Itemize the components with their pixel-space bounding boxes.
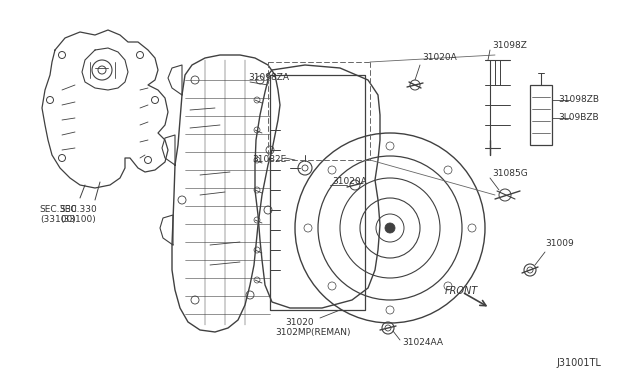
Text: (33100): (33100) bbox=[40, 215, 76, 224]
Circle shape bbox=[385, 223, 395, 233]
Bar bbox=[530, 85, 552, 145]
Text: (33100): (33100) bbox=[60, 215, 96, 224]
Text: 31098ZA: 31098ZA bbox=[248, 74, 289, 83]
Text: J31001TL: J31001TL bbox=[556, 358, 601, 368]
Text: 3L09BZB: 3L09BZB bbox=[558, 113, 598, 122]
Text: 31020: 31020 bbox=[285, 318, 314, 327]
Text: 31020A: 31020A bbox=[332, 177, 367, 186]
Text: 31082E: 31082E bbox=[252, 155, 286, 164]
Text: 31098ZB: 31098ZB bbox=[558, 96, 599, 105]
Text: SEC.330: SEC.330 bbox=[39, 205, 77, 214]
Text: 31024AA: 31024AA bbox=[402, 338, 443, 347]
Text: SEC.330: SEC.330 bbox=[59, 205, 97, 214]
Text: 31020A: 31020A bbox=[422, 53, 457, 62]
Text: FRONT: FRONT bbox=[445, 286, 478, 296]
Text: 3102MP(REMAN): 3102MP(REMAN) bbox=[275, 328, 351, 337]
Text: 31098Z: 31098Z bbox=[492, 41, 527, 50]
Text: 31009: 31009 bbox=[545, 239, 573, 248]
Text: 31085G: 31085G bbox=[492, 169, 528, 178]
